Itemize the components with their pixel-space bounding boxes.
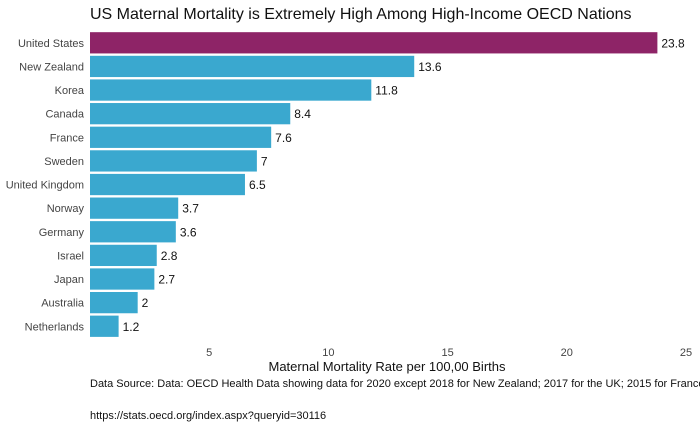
value-label-new-zealand: 13.6: [418, 60, 442, 74]
bar-united-states: [90, 32, 658, 54]
value-labels: 23.8 13.6 11.8 8.47.6 7 6.5 3.7 3.62.8 2.7 21.2: [123, 36, 685, 333]
bar-israel: [90, 244, 157, 267]
bar-japan: [90, 268, 155, 290]
bar-sweden: [90, 150, 257, 172]
bar-netherlands: [90, 315, 119, 337]
x-tick-label: 5: [206, 347, 212, 359]
bar-united-kingdom: [90, 173, 245, 196]
value-label-australia: 2: [142, 296, 149, 310]
category-label-united-kingdom: United Kingdom: [6, 180, 84, 192]
source-url: https://stats.oecd.org/index.aspx?queryi…: [90, 410, 327, 422]
bar-canada: [90, 103, 291, 125]
category-label-canada: Canada: [45, 109, 84, 121]
x-tick-label: 25: [680, 347, 692, 359]
bar-norway: [90, 197, 179, 219]
value-label-france: 7.6: [275, 131, 292, 145]
value-label-japan: 2.7: [158, 273, 175, 287]
value-label-sweden: 7: [261, 154, 268, 168]
category-label-australia: Australia: [41, 298, 85, 310]
category-labels: United States New Zealand Korea Canada Franc…: [6, 38, 85, 333]
value-label-norway: 3.7: [182, 202, 199, 216]
category-label-norway: Norway: [47, 203, 85, 215]
category-label-israel: Israel: [57, 250, 84, 262]
value-label-israel: 2.8: [161, 249, 178, 263]
value-label-korea: 11.8: [375, 84, 398, 98]
category-label-new-zealand: New Zealand: [19, 61, 84, 73]
x-tick-label: 20: [561, 347, 573, 359]
x-tick-label: 10: [322, 347, 334, 359]
value-label-germany: 3.6: [180, 225, 197, 239]
category-label-japan: Japan: [54, 274, 84, 286]
value-label-united-states: 23.8: [661, 36, 685, 50]
chart-title: US Maternal Mortality is Extremely High …: [90, 6, 632, 23]
value-label-united-kingdom: 6.5: [249, 178, 266, 192]
x-tick-label: 15: [441, 347, 453, 359]
bar-australia: [90, 292, 138, 314]
bar-korea: [90, 79, 372, 101]
category-label-korea: Korea: [55, 85, 85, 97]
value-label-netherlands: 1.2: [123, 320, 140, 334]
category-label-united-states: United States: [18, 38, 85, 50]
category-label-france: France: [50, 132, 84, 144]
bar-france: [90, 126, 272, 148]
bar-germany: [90, 221, 176, 243]
bars-group: [90, 32, 658, 337]
x-axis-label: Maternal Mortality Rate per 100,00 Birth…: [269, 359, 506, 374]
category-label-sweden: Sweden: [44, 156, 84, 168]
category-label-germany: Germany: [39, 227, 85, 239]
x-axis-ticks: 5 10 15 20 25: [206, 347, 692, 359]
value-label-canada: 8.4: [294, 107, 311, 121]
bar-new-zealand: [90, 55, 415, 78]
category-label-netherlands: Netherlands: [25, 321, 85, 333]
data-source-caption: Data Source: Data: OECD Health Data show…: [90, 378, 700, 390]
